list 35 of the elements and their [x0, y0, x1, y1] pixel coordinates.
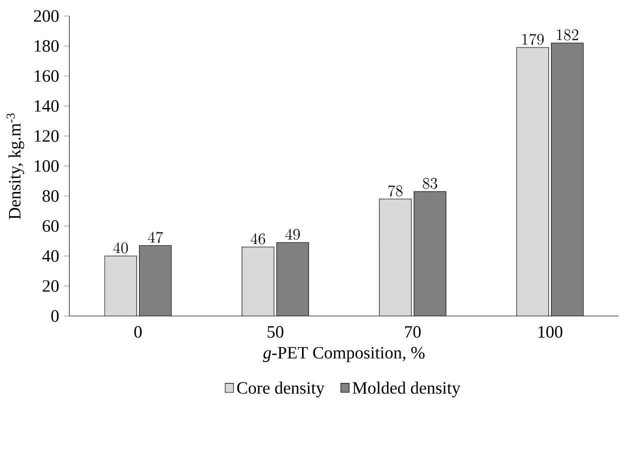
data-label: 182 [557, 29, 578, 40]
x-tick-label: 70 [405, 326, 421, 338]
y-tick-label: 180 [34, 40, 59, 52]
y-tick-label: 60 [42, 220, 59, 232]
y-tick-label: 140 [34, 100, 59, 112]
y-tick-label: 80 [42, 190, 59, 202]
x-axis-title: g-PET Composition, % [262, 346, 425, 362]
data-label: 46 [250, 233, 266, 244]
y-tick-label: 120 [34, 130, 59, 142]
legend-label: Molded density [352, 382, 460, 398]
y-tick-label: 40 [42, 250, 59, 262]
y-tick-label: 20 [42, 280, 59, 292]
y-tick-label: 100 [34, 160, 59, 172]
bar [104, 256, 137, 316]
y-axis-title: Density, kg.m$^{-3}$ [6, 113, 24, 220]
y-tick-label: 0 [51, 310, 59, 322]
data-label: 78 [388, 185, 402, 196]
data-label: 49 [285, 228, 300, 240]
legend-label: Core density [237, 382, 324, 398]
bar [276, 242, 309, 316]
bar [139, 246, 172, 316]
data-label: 83 [422, 178, 438, 189]
y-tick-label: 160 [34, 70, 59, 82]
y-tick-label: 200 [34, 10, 59, 22]
x-tick-label: 0 [134, 326, 142, 338]
bar [242, 247, 274, 316]
bar [516, 47, 549, 316]
bar [379, 199, 412, 316]
data-label: 47 [148, 232, 163, 243]
data-label: 179 [522, 34, 544, 45]
bar [414, 192, 446, 316]
bar [551, 42, 584, 316]
data-label: 40 [113, 242, 128, 254]
x-tick-label: 100 [538, 326, 562, 338]
x-tick-label: 50 [268, 326, 284, 338]
